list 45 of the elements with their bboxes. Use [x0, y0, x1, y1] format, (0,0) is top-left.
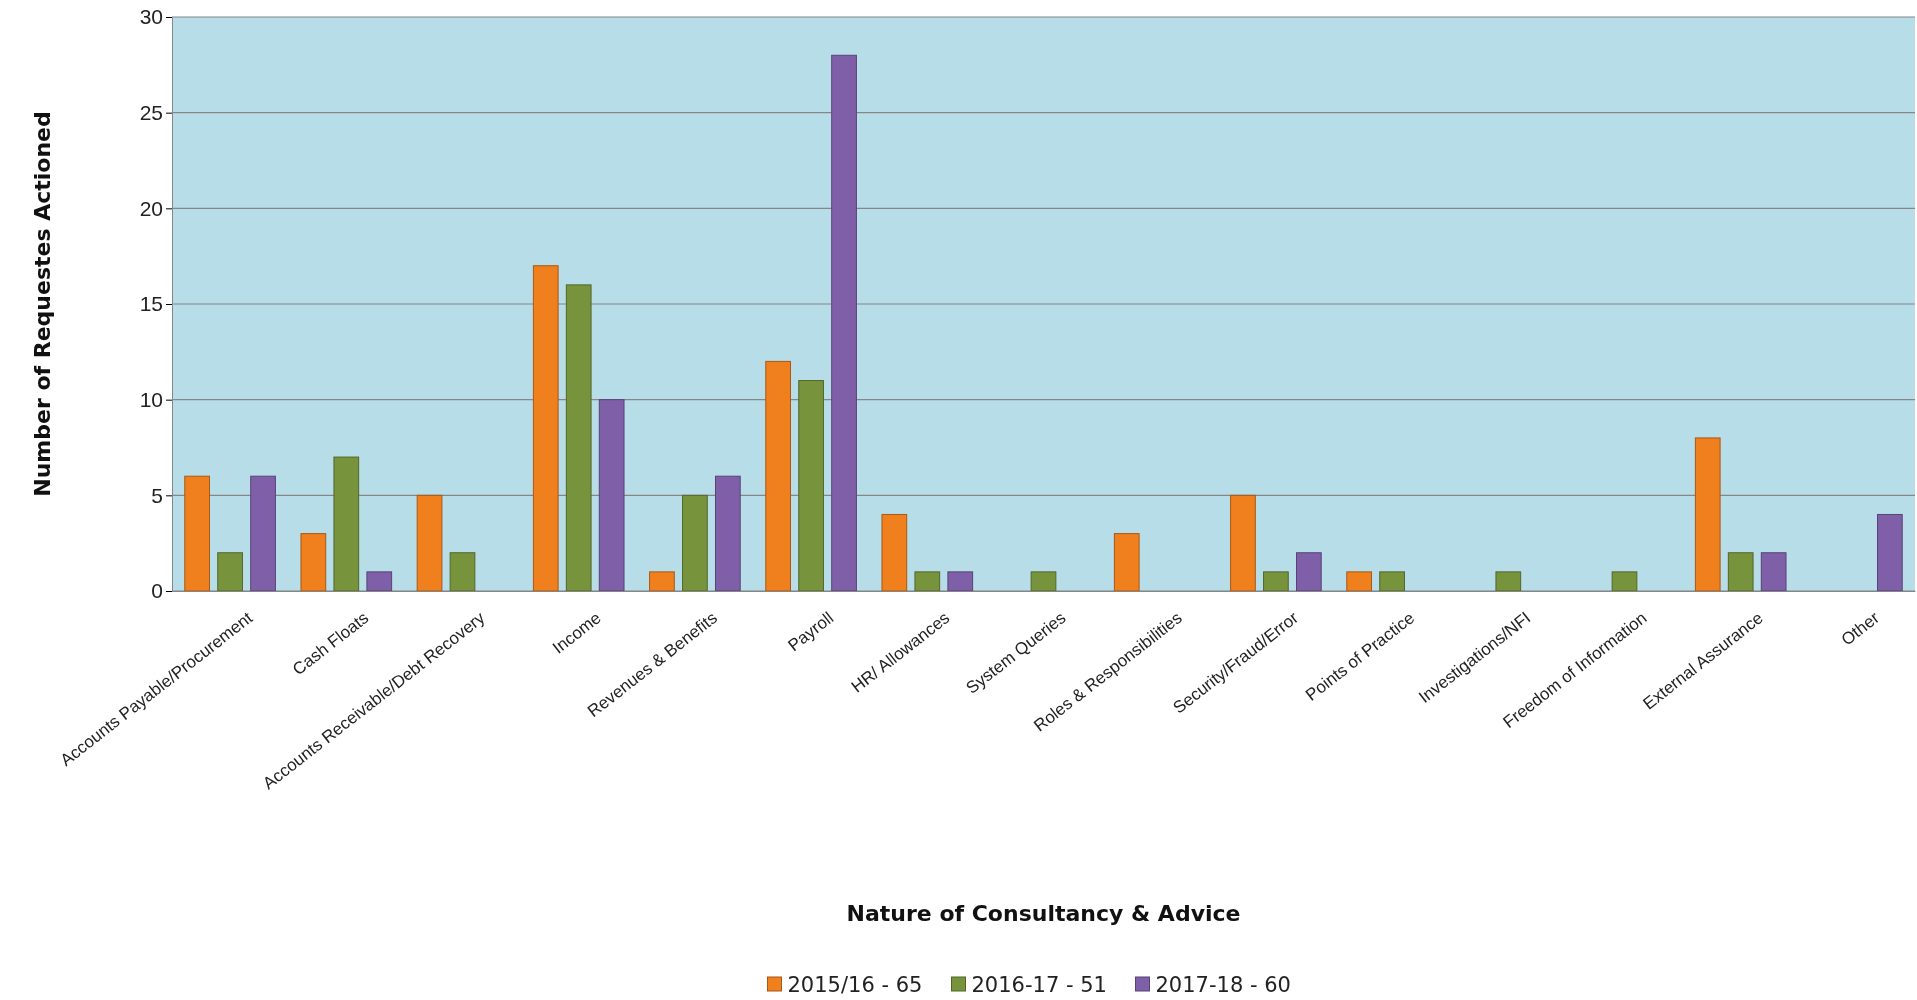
bar: [532, 265, 559, 592]
bar: [947, 571, 974, 592]
legend-label: 2015/16 - 65: [787, 973, 923, 998]
legend-label: 2017-18 - 60: [1155, 973, 1291, 998]
y-axis-title: Number of Requestes Actioned: [30, 111, 55, 497]
bar: [1760, 552, 1787, 592]
y-tick-label: 15: [139, 292, 163, 316]
bar: [416, 494, 443, 592]
bar: [300, 533, 327, 592]
bar: [565, 284, 592, 592]
bar: [649, 571, 675, 592]
bar: [765, 360, 791, 592]
bar: [1877, 513, 1903, 592]
y-tick-label: 5: [151, 483, 163, 507]
bar: [798, 380, 824, 592]
bar: [217, 552, 243, 592]
bar: [1727, 552, 1754, 592]
y-tick-label: 25: [139, 100, 163, 124]
bar: [1611, 571, 1638, 592]
bar: [1379, 571, 1405, 592]
bar: [184, 475, 210, 592]
bar: [1263, 571, 1289, 592]
bar: [449, 552, 476, 592]
bar: [250, 475, 276, 592]
bar: [1694, 437, 1721, 592]
bar: [1030, 571, 1057, 592]
bar: [1346, 571, 1372, 592]
y-tick-label: 30: [139, 5, 163, 29]
bar: [1495, 571, 1522, 592]
bar: [682, 494, 708, 592]
y-tick-label: 20: [139, 196, 163, 220]
bar: [1296, 552, 1322, 592]
bar: [831, 54, 857, 592]
bar: [1230, 494, 1256, 592]
bar: [881, 513, 908, 592]
y-tick-label: 10: [139, 387, 163, 411]
y-tick-label: 0: [151, 579, 163, 603]
x-axis-title: Nature of Consultancy & Advice: [846, 901, 1241, 926]
legend-label: 2016-17 - 51: [971, 973, 1107, 998]
bar: [1113, 533, 1140, 592]
bar: [333, 456, 360, 592]
bar: [366, 571, 393, 592]
bar: [715, 475, 741, 592]
bar: [914, 571, 941, 592]
bar: [598, 399, 625, 592]
